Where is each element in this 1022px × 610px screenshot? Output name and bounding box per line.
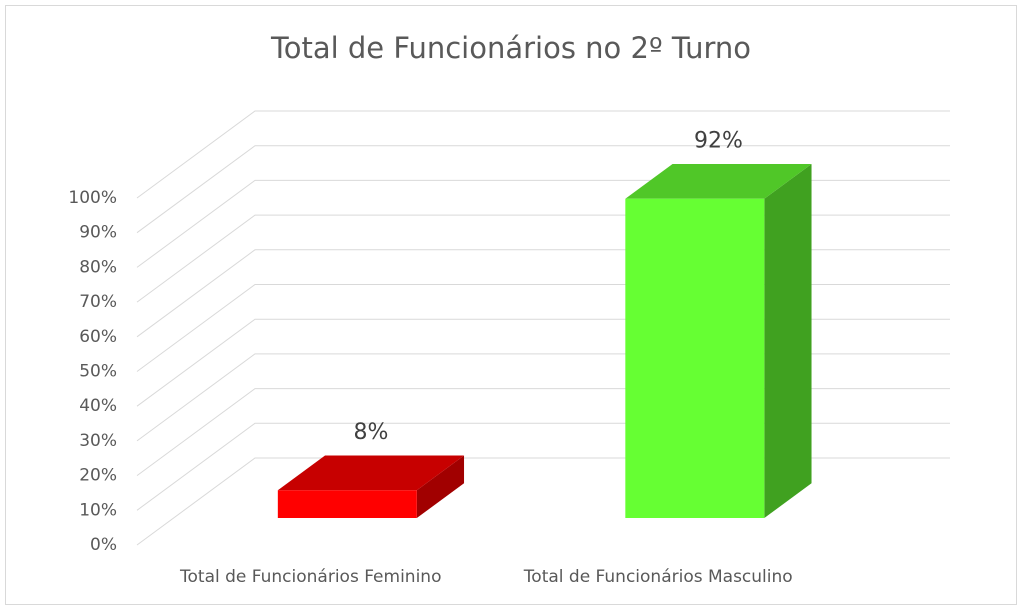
x-tick-label: Total de Funcionários Feminino — [179, 567, 441, 587]
bar-side — [764, 163, 812, 519]
chart-border — [5, 5, 1017, 605]
y-tick-label: 70% — [79, 292, 117, 312]
y-tick-label: 30% — [79, 431, 117, 451]
y-tick-label: 90% — [79, 223, 117, 243]
x-tick-label: Total de Funcionários Masculino — [523, 567, 793, 587]
y-tick-label: 10% — [79, 500, 117, 520]
y-tick-label: 40% — [79, 396, 117, 416]
chart-title: Total de Funcionários no 2º Turno — [270, 31, 751, 65]
grid-line — [136, 110, 950, 199]
y-tick-label: 50% — [79, 362, 117, 382]
bar-top — [625, 163, 812, 199]
y-tick-label: 60% — [79, 327, 117, 347]
grid-line — [136, 145, 950, 234]
y-tick-label: 0% — [90, 535, 117, 555]
value-label: 8% — [353, 420, 388, 445]
value-label: 92% — [694, 128, 743, 153]
bar-side — [416, 455, 465, 519]
y-tick-label: 20% — [79, 466, 117, 486]
y-tick-label: 100% — [68, 188, 117, 208]
y-tick-label: 80% — [79, 257, 117, 277]
bar — [277, 490, 417, 519]
bar — [625, 198, 765, 519]
bar-top — [277, 455, 465, 491]
